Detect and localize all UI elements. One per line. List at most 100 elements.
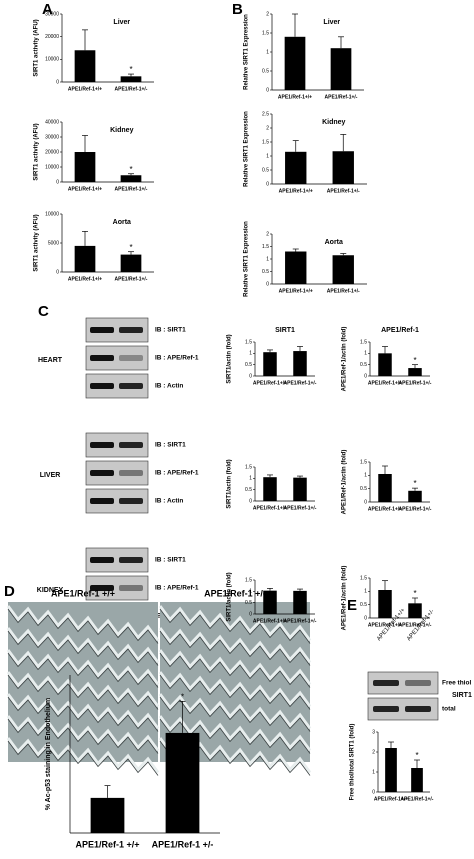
y-tick-label: 1 xyxy=(266,256,269,262)
blot-row-label: IB : SIRT1 xyxy=(155,442,186,449)
micrograph-label: APE1/Ref-1 +/+ xyxy=(51,588,115,598)
y-tick-label: 1.5 xyxy=(360,575,367,581)
tissue-label: LIVER xyxy=(40,472,61,479)
x-tick-label: APE1/Ref-1+/- xyxy=(327,188,360,194)
x-tick-label: APE1/Ref-1+/+ xyxy=(368,622,402,628)
x-tick-label: APE1/Ref-1+/- xyxy=(284,380,317,386)
y-tick-label: 2 xyxy=(266,125,269,131)
x-tick-label: APE1/Ref-1+/- xyxy=(325,94,358,100)
elastic-lamina xyxy=(158,627,312,664)
blot-band xyxy=(373,680,399,686)
bar xyxy=(285,251,307,284)
y-tick-label: 1.5 xyxy=(262,139,269,145)
bar xyxy=(408,603,422,618)
blot-band xyxy=(90,470,114,476)
blot-strip xyxy=(367,697,439,721)
y-tick-label: 1 xyxy=(364,473,367,479)
y-tick-label: 1.5 xyxy=(245,464,252,470)
blot-band xyxy=(90,383,114,389)
bar xyxy=(74,50,96,82)
elastic-lamina xyxy=(158,671,312,708)
elastic-lamina xyxy=(158,693,312,730)
significance: * xyxy=(181,692,184,701)
significance: * xyxy=(413,356,416,365)
bar xyxy=(165,732,200,833)
y-tick-label: 5000 xyxy=(48,240,59,246)
y-tick-label: 10000 xyxy=(45,57,59,63)
x-tick-label: APE1/Ref-1+/- xyxy=(115,86,148,92)
blot-band xyxy=(405,680,431,686)
blot-band xyxy=(119,498,143,504)
bar xyxy=(293,351,307,376)
y-tick-label: 0.5 xyxy=(245,362,252,368)
y-tick-label: 1.5 xyxy=(360,459,367,465)
blot-band xyxy=(90,442,114,448)
tissue-label: HEART xyxy=(38,357,63,364)
y-axis-title: SIRT1 activity (AFU) xyxy=(34,214,40,271)
elastic-lamina xyxy=(6,627,160,664)
elastic-lamina-edge xyxy=(159,608,311,644)
bar xyxy=(90,797,125,833)
significance: * xyxy=(415,751,418,760)
y-axis-title: Relative SIRT1 Expression xyxy=(244,14,250,90)
y-tick-label: 0.5 xyxy=(360,602,367,608)
y-tick-label: 0.5 xyxy=(262,269,269,275)
y-tick-label: 20000 xyxy=(45,34,59,40)
bar xyxy=(332,151,354,184)
y-tick-label: 0.5 xyxy=(245,487,252,493)
y-tick-label: 10000 xyxy=(45,211,59,217)
significance: * xyxy=(413,589,416,598)
y-tick-label: 2 xyxy=(266,231,269,237)
blot-row-label: IB : Actin xyxy=(155,383,183,390)
panel-label: A xyxy=(42,1,53,18)
y-tick-label: 0 xyxy=(266,87,269,93)
chart-title: Aorta xyxy=(113,219,131,226)
blot-band xyxy=(119,355,143,361)
elastic-lamina xyxy=(6,693,160,730)
bar xyxy=(332,255,354,284)
y-tick-label: 30000 xyxy=(45,134,59,140)
blot-row-label: total xyxy=(442,706,456,713)
x-tick-label: APE1/Ref-1+/+ xyxy=(279,188,313,194)
elastic-lamina xyxy=(158,649,312,686)
x-tick-label: APE1/Ref-1+/- xyxy=(399,506,432,512)
y-tick-label: 1 xyxy=(249,589,252,595)
bar xyxy=(74,245,96,272)
chart-title: Kidney xyxy=(110,127,133,134)
y-tick-label: 3 xyxy=(372,729,375,735)
tissue-label: KIDNEY xyxy=(37,587,64,594)
elastic-lamina xyxy=(158,715,312,752)
x-tick-label: APE1/Ref-1+/+ xyxy=(374,796,408,802)
blot-band xyxy=(119,585,143,591)
x-tick-label: APE1/Ref-1+/+ xyxy=(253,618,287,624)
x-tick-label: APE1/Ref-1+/+ xyxy=(253,505,287,511)
y-axis-title: SIRT1/actin (fold) xyxy=(227,572,233,621)
bar xyxy=(263,477,277,501)
x-tick-label: APE1/Ref-1+/- xyxy=(399,380,432,386)
y-tick-label: 1.5 xyxy=(262,30,269,36)
y-tick-label: 0 xyxy=(364,373,367,379)
y-tick-label: 0.5 xyxy=(262,68,269,74)
elastic-lamina xyxy=(6,649,160,686)
y-tick-label: 0.5 xyxy=(360,362,367,368)
y-tick-label: 0 xyxy=(364,499,367,505)
x-tick-label: APE1/Ref-1+/+ xyxy=(279,288,313,294)
elastic-lamina-edge xyxy=(7,718,159,754)
blot-row-label: IB : APE/Ref-1 xyxy=(155,355,199,362)
elastic-lamina-edge xyxy=(159,630,311,666)
blot-band xyxy=(90,557,114,563)
elastic-lamina-edge xyxy=(7,630,159,666)
x-tick-label: APE1/Ref-1+/+ xyxy=(68,276,102,282)
y-axis-title: Relative SIRT1 Expression xyxy=(244,111,250,187)
significance: * xyxy=(413,479,416,488)
panel-label: C xyxy=(38,303,49,320)
blot-strip xyxy=(367,671,439,695)
elastic-lamina-edge xyxy=(159,652,311,688)
y-tick-label: 1 xyxy=(364,589,367,595)
y-tick-label: 1 xyxy=(372,769,375,775)
x-tick-label: APE1/Ref-1+/- xyxy=(401,796,434,802)
y-axis-title: Free thiol/total SIRT1 (fold) xyxy=(350,724,356,801)
y-tick-label: 2 xyxy=(372,749,375,755)
chart-title: Liver xyxy=(113,19,130,26)
